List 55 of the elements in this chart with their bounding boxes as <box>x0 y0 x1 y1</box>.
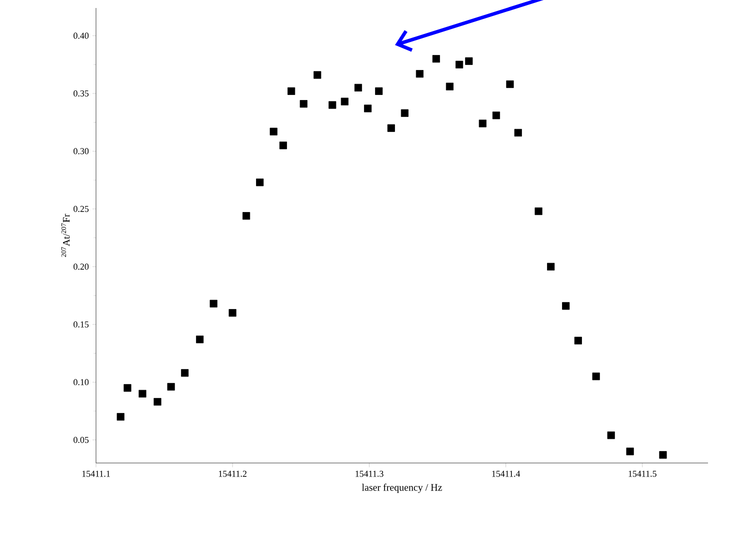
x-tick-label: 15411.3 <box>356 470 384 477</box>
y-tick-label: 0.10 <box>74 379 89 386</box>
point <box>514 128 522 137</box>
point <box>181 369 189 377</box>
point <box>288 87 296 95</box>
point <box>506 80 514 88</box>
point <box>124 384 132 392</box>
point <box>592 372 600 380</box>
point <box>446 82 454 90</box>
point <box>228 309 236 317</box>
point <box>387 124 395 132</box>
point <box>196 336 204 344</box>
point <box>210 300 218 308</box>
x-tick-label: 15411.5 <box>628 470 656 477</box>
y-tick-label: 0.30 <box>74 148 89 154</box>
point <box>478 120 486 128</box>
point <box>270 128 278 136</box>
point <box>659 451 667 459</box>
y-tick-label: 0.35 <box>74 90 89 96</box>
point <box>364 104 372 112</box>
point <box>279 142 287 150</box>
point <box>328 101 336 109</box>
point <box>626 448 634 456</box>
point <box>432 55 440 63</box>
x-axis-title: laser frequency / Hz <box>362 484 442 493</box>
point <box>547 262 555 270</box>
point <box>256 178 264 186</box>
point <box>242 212 250 220</box>
point <box>492 112 500 120</box>
point <box>138 390 146 398</box>
y-tick-label: 0.40 <box>74 32 89 39</box>
point <box>607 431 615 440</box>
point <box>375 87 383 95</box>
point <box>340 98 348 106</box>
point <box>154 398 162 406</box>
x-tick-label: 15411.2 <box>218 470 246 477</box>
point <box>416 70 424 78</box>
y-tick-label: 0.20 <box>74 264 89 270</box>
x-tick-label: 15411.1 <box>82 470 110 477</box>
point <box>465 57 473 65</box>
point <box>562 302 570 310</box>
point <box>354 84 362 92</box>
x-tick-label: 15411.4 <box>492 470 520 477</box>
y-tick-label: 0.25 <box>74 206 89 212</box>
point <box>300 100 308 108</box>
y-tick-label: 0.15 <box>74 321 89 328</box>
point <box>456 60 464 68</box>
point <box>314 71 322 79</box>
point <box>574 336 582 344</box>
point <box>116 413 124 421</box>
point <box>167 382 175 391</box>
y-axis-title: $^{207}$At/$^{207}$Fr <box>61 214 70 257</box>
point <box>400 109 408 117</box>
y-tick-label: 0.05 <box>74 436 89 443</box>
point <box>534 207 542 216</box>
